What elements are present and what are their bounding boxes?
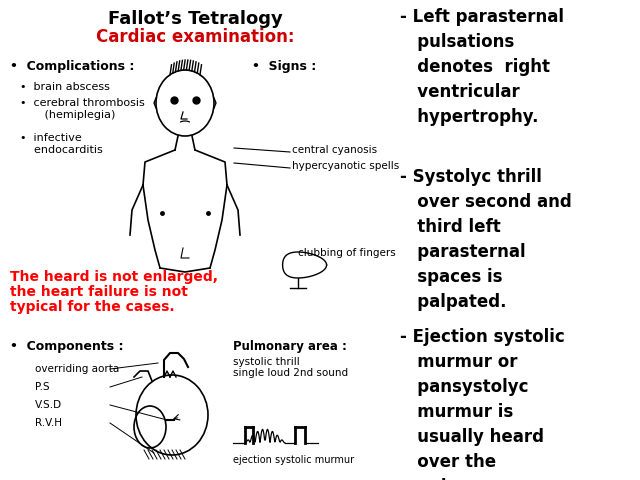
Text: V.S.D: V.S.D — [35, 400, 62, 410]
Text: clubbing of fingers: clubbing of fingers — [298, 248, 396, 258]
Text: The heard is not enlarged,: The heard is not enlarged, — [10, 270, 218, 284]
Text: •  brain abscess: • brain abscess — [20, 82, 110, 92]
Text: Pulmonary area :: Pulmonary area : — [233, 340, 347, 353]
Text: •  Signs :: • Signs : — [252, 60, 316, 73]
Text: - Ejection systolic
   murmur or
   pansystolyc
   murmur is
   usually heard
  : - Ejection systolic murmur or pansystoly… — [400, 328, 572, 480]
Text: single loud 2nd sound: single loud 2nd sound — [233, 368, 348, 378]
Text: ejection systolic murmur: ejection systolic murmur — [233, 455, 354, 465]
Text: Cardiac examination:: Cardiac examination: — [96, 28, 294, 46]
Text: systolic thrill: systolic thrill — [233, 357, 300, 367]
Text: Fallot’s Tetralogy: Fallot’s Tetralogy — [108, 10, 282, 28]
Text: R.V.H: R.V.H — [35, 418, 62, 428]
Text: •  Complications :: • Complications : — [10, 60, 134, 73]
Text: •  infective
    endocarditis: • infective endocarditis — [20, 133, 103, 156]
Text: the heart failure is not: the heart failure is not — [10, 285, 188, 299]
Text: P.S: P.S — [35, 382, 50, 392]
Text: overriding aorta: overriding aorta — [35, 364, 119, 374]
Text: •  cerebral thrombosis
       (hemiplegia): • cerebral thrombosis (hemiplegia) — [20, 98, 145, 120]
Text: - Left parasternal
   pulsations
   denotes  right
   ventricular
   hypertrophy: - Left parasternal pulsations denotes ri… — [400, 8, 564, 126]
Text: typical for the cases.: typical for the cases. — [10, 300, 175, 314]
Text: - Systolyc thrill
   over second and
   third left
   parasternal
   spaces is
 : - Systolyc thrill over second and third … — [400, 168, 572, 311]
Text: central cyanosis: central cyanosis — [292, 145, 377, 155]
Text: hypercyanotic spells: hypercyanotic spells — [292, 161, 399, 171]
Text: •  Components :: • Components : — [10, 340, 124, 353]
